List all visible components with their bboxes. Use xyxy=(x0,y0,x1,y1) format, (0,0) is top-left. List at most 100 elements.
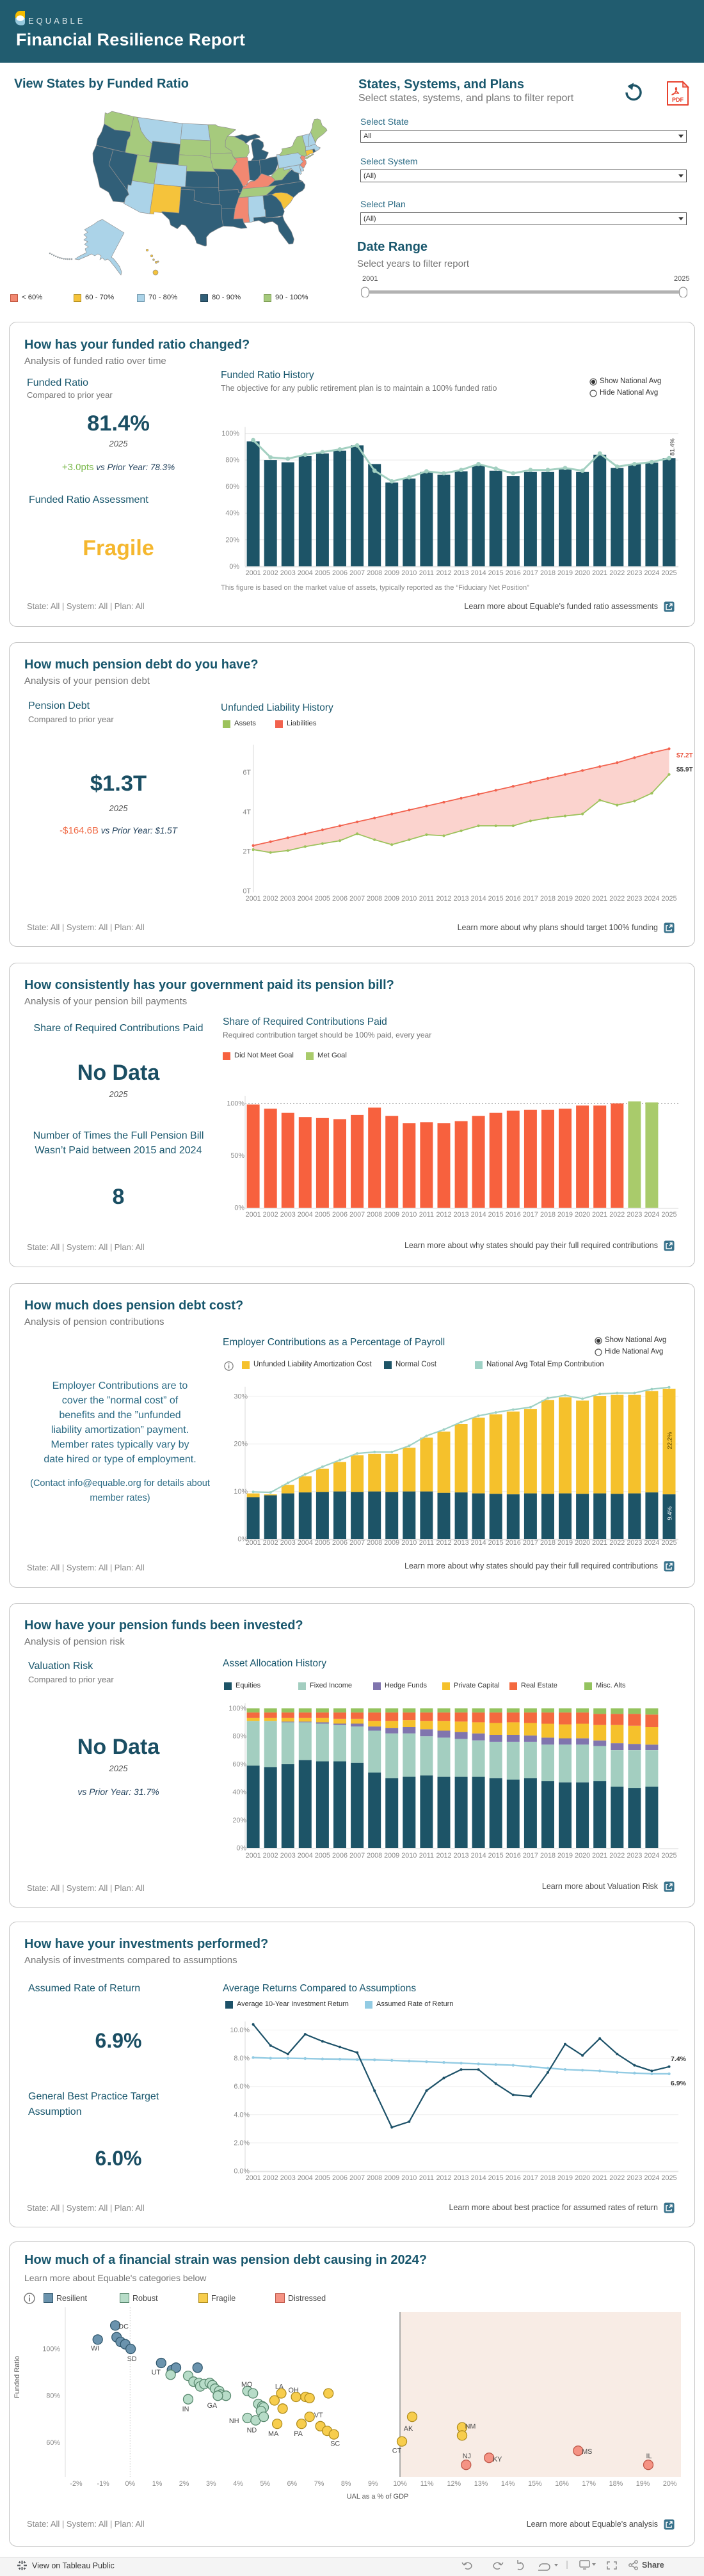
svg-text:2003: 2003 xyxy=(280,1539,296,1547)
svg-text:0T: 0T xyxy=(243,888,251,896)
svg-text:2011: 2011 xyxy=(419,895,434,903)
svg-text:DC: DC xyxy=(118,2323,129,2330)
svg-text:2012: 2012 xyxy=(436,1211,451,1219)
svg-text:13%: 13% xyxy=(474,2480,488,2488)
svg-text:2020: 2020 xyxy=(575,2174,590,2182)
svg-text:2006: 2006 xyxy=(332,1211,348,1219)
svg-text:2T: 2T xyxy=(243,848,251,856)
svg-text:2013: 2013 xyxy=(454,2174,469,2182)
svg-text:2012: 2012 xyxy=(436,1852,451,1860)
svg-text:6T: 6T xyxy=(243,769,251,777)
svg-text:2024: 2024 xyxy=(644,895,659,903)
svg-text:2025: 2025 xyxy=(661,895,676,903)
svg-text:2002: 2002 xyxy=(263,569,278,577)
svg-text:2005: 2005 xyxy=(315,569,330,577)
svg-text:2025: 2025 xyxy=(661,569,676,577)
svg-text:2002: 2002 xyxy=(263,1852,278,1860)
svg-text:2009: 2009 xyxy=(384,2174,399,2182)
svg-text:2019: 2019 xyxy=(557,895,573,903)
svg-text:UAL as a % of GDP: UAL as a % of GDP xyxy=(347,2493,409,2501)
svg-text:2014: 2014 xyxy=(471,1852,486,1860)
svg-text:2021: 2021 xyxy=(592,2174,607,2182)
svg-text:2015: 2015 xyxy=(488,1539,504,1547)
svg-text:2012: 2012 xyxy=(436,569,451,577)
svg-text:100%: 100% xyxy=(221,430,239,438)
svg-text:60%: 60% xyxy=(225,483,239,491)
svg-text:2013: 2013 xyxy=(454,569,469,577)
svg-text:2016: 2016 xyxy=(506,569,521,577)
svg-text:2006: 2006 xyxy=(332,2174,348,2182)
svg-text:-1%: -1% xyxy=(97,2480,109,2488)
svg-text:0.0%: 0.0% xyxy=(234,2168,250,2176)
svg-text:2009: 2009 xyxy=(384,1211,399,1219)
svg-text:2018: 2018 xyxy=(540,1539,556,1547)
svg-text:2020: 2020 xyxy=(575,1539,590,1547)
svg-text:9.4%: 9.4% xyxy=(666,1506,673,1520)
svg-text:2020: 2020 xyxy=(575,1852,590,1860)
svg-text:10%: 10% xyxy=(234,1488,248,1496)
svg-text:2011: 2011 xyxy=(419,1539,434,1547)
svg-text:SD: SD xyxy=(127,2355,137,2363)
svg-text:Funded Ratio: Funded Ratio xyxy=(13,2356,21,2398)
svg-text:2008: 2008 xyxy=(367,2174,382,2182)
svg-text:2022: 2022 xyxy=(609,1211,625,1219)
svg-text:2021: 2021 xyxy=(592,1211,607,1219)
svg-text:2016: 2016 xyxy=(506,2174,521,2182)
svg-text:2023: 2023 xyxy=(627,1211,642,1219)
svg-text:2004: 2004 xyxy=(298,1852,313,1860)
svg-text:2024: 2024 xyxy=(644,2174,659,2182)
svg-text:2019: 2019 xyxy=(557,569,573,577)
svg-text:2008: 2008 xyxy=(367,1852,382,1860)
svg-text:2007: 2007 xyxy=(349,1539,365,1547)
svg-text:0%: 0% xyxy=(236,1845,246,1853)
svg-text:2010: 2010 xyxy=(401,1852,417,1860)
svg-text:2005: 2005 xyxy=(315,895,330,903)
svg-text:PDF: PDF xyxy=(672,97,684,103)
svg-text:2015: 2015 xyxy=(488,1852,504,1860)
svg-text:2024: 2024 xyxy=(644,1852,659,1860)
svg-text:2005: 2005 xyxy=(315,1852,330,1860)
svg-text:2007: 2007 xyxy=(349,895,365,903)
svg-text:SC: SC xyxy=(330,2440,340,2448)
svg-text:2010: 2010 xyxy=(401,1539,417,1547)
svg-text:20%: 20% xyxy=(232,1817,246,1824)
svg-text:2008: 2008 xyxy=(367,1539,382,1547)
svg-text:2003: 2003 xyxy=(280,569,296,577)
svg-text:19%: 19% xyxy=(636,2480,650,2488)
svg-text:2004: 2004 xyxy=(298,1211,313,1219)
svg-text:CT: CT xyxy=(392,2447,402,2455)
svg-text:8%: 8% xyxy=(341,2480,351,2488)
svg-text:11%: 11% xyxy=(420,2480,434,2488)
svg-text:2012: 2012 xyxy=(436,895,451,903)
svg-text:2012: 2012 xyxy=(436,2174,451,2182)
svg-text:2001: 2001 xyxy=(246,569,261,577)
svg-text:2015: 2015 xyxy=(488,895,504,903)
svg-text:2007: 2007 xyxy=(349,1852,365,1860)
svg-text:80%: 80% xyxy=(232,1733,246,1741)
svg-text:6.9%: 6.9% xyxy=(671,2080,687,2087)
svg-text:2016: 2016 xyxy=(506,1539,521,1547)
svg-text:2023: 2023 xyxy=(627,1539,642,1547)
svg-text:6.0%: 6.0% xyxy=(234,2083,250,2090)
svg-text:-2%: -2% xyxy=(70,2480,83,2488)
svg-text:2022: 2022 xyxy=(609,1539,625,1547)
svg-text:WI: WI xyxy=(91,2344,99,2352)
svg-text:2014: 2014 xyxy=(471,569,486,577)
svg-text:80%: 80% xyxy=(225,457,239,464)
svg-text:2009: 2009 xyxy=(384,1852,399,1860)
svg-text:MA: MA xyxy=(268,2430,279,2438)
svg-text:18%: 18% xyxy=(609,2480,623,2488)
svg-text:2019: 2019 xyxy=(557,1539,573,1547)
svg-text:2015: 2015 xyxy=(488,569,504,577)
svg-text:20%: 20% xyxy=(225,536,239,544)
svg-text:22.2%: 22.2% xyxy=(666,1432,673,1449)
svg-text:1%: 1% xyxy=(152,2480,163,2488)
svg-text:PA: PA xyxy=(294,2430,303,2438)
svg-text:2001: 2001 xyxy=(246,895,261,903)
svg-text:2019: 2019 xyxy=(557,1211,573,1219)
svg-text:81.4%: 81.4% xyxy=(669,438,676,455)
svg-text:7.4%: 7.4% xyxy=(671,2055,687,2063)
svg-text:2002: 2002 xyxy=(263,2174,278,2182)
svg-text:20%: 20% xyxy=(663,2480,677,2488)
svg-text:40%: 40% xyxy=(225,510,239,518)
